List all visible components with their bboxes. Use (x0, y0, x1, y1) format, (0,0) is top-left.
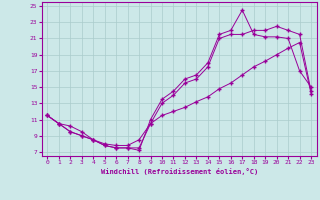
X-axis label: Windchill (Refroidissement éolien,°C): Windchill (Refroidissement éolien,°C) (100, 168, 258, 175)
